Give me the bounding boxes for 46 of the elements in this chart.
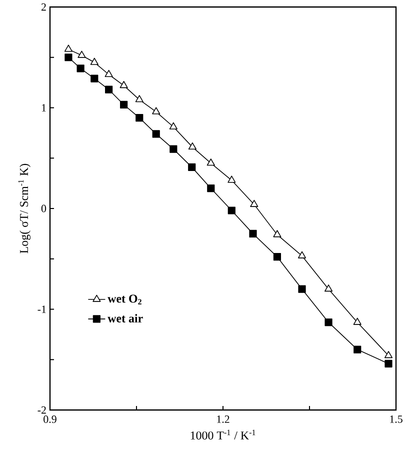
y-axis-title: Log( σT/ Scm$^{-1}$ K) xyxy=(18,164,31,254)
point xyxy=(120,80,128,88)
point xyxy=(90,58,98,65)
point xyxy=(249,230,257,238)
point xyxy=(206,158,215,166)
point xyxy=(228,176,236,183)
point xyxy=(78,50,86,58)
y-tick-label: -1 xyxy=(38,306,46,313)
point xyxy=(120,100,128,109)
point xyxy=(273,253,282,261)
point xyxy=(228,206,236,214)
point xyxy=(384,350,393,358)
y-tick-label: 1 xyxy=(42,104,46,112)
point xyxy=(105,86,113,94)
point xyxy=(298,285,306,293)
legend-label: wet air xyxy=(108,314,143,322)
point xyxy=(169,122,178,130)
point xyxy=(354,346,362,354)
point xyxy=(64,54,72,62)
point xyxy=(384,360,392,368)
x-tick-label: 0.9 xyxy=(44,416,56,423)
point xyxy=(90,74,98,82)
y-tick-label: 2 xyxy=(41,3,46,11)
point xyxy=(136,114,144,122)
y-tick-label: 0 xyxy=(41,204,46,212)
point xyxy=(152,107,160,114)
x-tick-label: 1.2 xyxy=(217,416,230,423)
point xyxy=(135,95,144,102)
y-tick-label: -2 xyxy=(38,406,46,414)
point xyxy=(207,184,215,192)
point xyxy=(298,251,306,258)
point xyxy=(64,44,72,52)
point xyxy=(76,64,84,72)
point xyxy=(353,318,362,325)
point xyxy=(250,200,258,207)
x-tick-label: 1.5 xyxy=(390,416,402,423)
point xyxy=(324,284,333,292)
x-axis-title: 1000 T$^{-1}$ / K$^{-1}$ xyxy=(190,430,256,440)
point xyxy=(152,130,160,138)
point xyxy=(273,230,282,238)
point xyxy=(188,142,196,150)
point xyxy=(170,145,178,153)
point xyxy=(104,70,113,77)
legend-label: wet O$_{2}$ xyxy=(108,294,142,304)
point xyxy=(188,163,196,171)
point xyxy=(324,318,332,326)
